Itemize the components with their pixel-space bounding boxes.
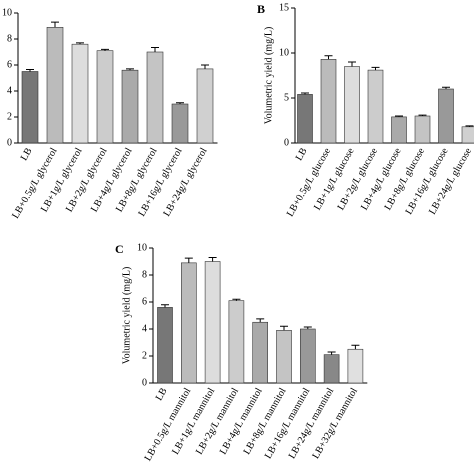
error-bar [324, 55, 333, 60]
y-tick-label: 6 [142, 296, 147, 307]
y-tick-label: 10 [137, 242, 147, 253]
bar [228, 300, 245, 384]
y-tick-label: 10 [2, 7, 12, 18]
error-bar [151, 46, 159, 52]
error-bar [208, 256, 217, 262]
y-tick-label: 2 [7, 111, 12, 122]
bar [157, 307, 173, 384]
error-bar [176, 102, 184, 104]
x-tick-label: LB [19, 146, 35, 163]
error-bar [280, 325, 288, 331]
bar [96, 50, 114, 144]
x-tick-label: LB+32g/L mannitol [310, 386, 360, 461]
bar [320, 58, 337, 144]
error-bar [76, 42, 84, 45]
y-tick-label: 4 [142, 323, 147, 334]
y-tick-label: 6 [7, 59, 12, 70]
error-bar [232, 298, 241, 301]
y-tick-label: 5 [284, 92, 289, 103]
bar [252, 321, 268, 384]
error-bar [301, 92, 309, 95]
error-bar [348, 61, 356, 67]
error-bar [161, 304, 169, 308]
y-tick-label: 8 [7, 33, 12, 44]
error-bar [26, 69, 34, 72]
error-bar [184, 257, 193, 263]
bar [367, 69, 384, 144]
y-tick-label: 10 [279, 47, 289, 58]
y-tick-label: 8 [142, 269, 147, 280]
y-tick-label: 15 [279, 2, 289, 13]
bar [414, 115, 431, 144]
bar [347, 348, 364, 384]
y-axis-label: Volumetric yield (mg/L) [121, 267, 132, 365]
error-bar [442, 86, 450, 89]
error-bar [418, 114, 427, 116]
bar [46, 26, 64, 144]
bar [438, 88, 454, 144]
panel-label: C [115, 242, 124, 256]
error-bar [371, 66, 380, 71]
error-bar [101, 48, 109, 51]
bar [461, 126, 474, 144]
bar [196, 68, 214, 144]
error-bar [327, 351, 336, 355]
bar [171, 103, 189, 144]
bar [391, 116, 407, 144]
x-tick-label: LB [294, 146, 310, 163]
y-tick-label: 0 [7, 137, 12, 148]
bar [181, 262, 197, 384]
bar [146, 51, 164, 144]
bar [71, 43, 89, 144]
error-bar [303, 326, 312, 329]
bar [121, 69, 139, 144]
bar [276, 330, 292, 384]
bar [299, 328, 316, 384]
error-bar [51, 21, 59, 28]
error-bar [465, 125, 474, 127]
error-bar [201, 64, 209, 69]
x-tick-label: LB [154, 386, 170, 403]
y-tick-label: 0 [284, 137, 289, 148]
error-bar [395, 115, 403, 117]
bar [323, 354, 340, 384]
error-bar [126, 68, 134, 71]
bar [344, 66, 360, 144]
y-tick-label: 0 [142, 377, 147, 388]
bar [297, 94, 313, 144]
y-tick-label: 2 [142, 350, 147, 361]
error-bar [256, 318, 265, 323]
bar [204, 261, 221, 384]
panel-label: B [257, 2, 265, 16]
y-tick-label: 4 [7, 85, 12, 96]
y-axis-label: Volumetric yield (mg/L) [263, 27, 274, 125]
bar [21, 71, 39, 144]
error-bar [351, 344, 360, 350]
